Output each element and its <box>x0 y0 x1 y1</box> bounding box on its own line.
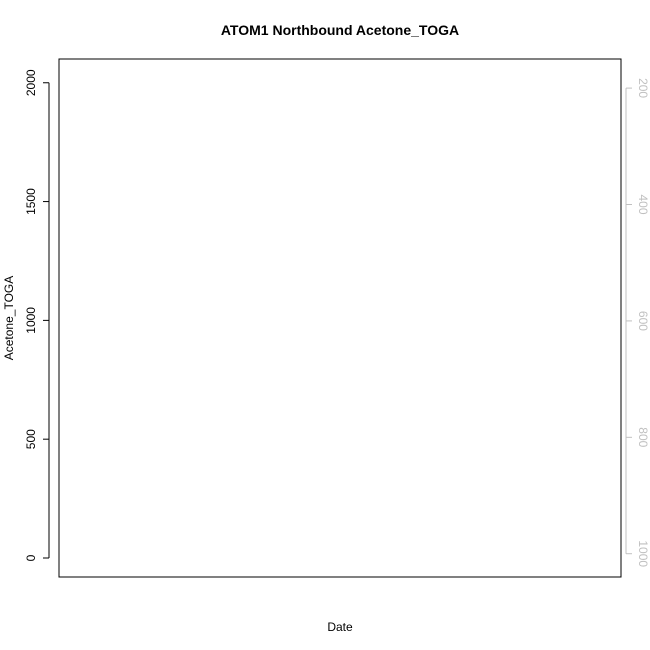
axes: 0500100015002000Aug 13Aug 15Aug 17Aug 19… <box>24 69 650 567</box>
chart-title: ATOM1 Northbound Acetone_TOGA <box>221 22 459 38</box>
right-tick-label: 200 <box>636 78 650 98</box>
right-tick-label: 400 <box>636 194 650 214</box>
right-tick-label: 800 <box>636 427 650 447</box>
y-tick-label: 0 <box>24 554 38 561</box>
y-tick-label: 500 <box>24 429 38 449</box>
x-axis-label: Date <box>327 620 353 634</box>
y-tick-label: 1500 <box>24 188 38 215</box>
y-axis-label: Acetone_TOGA <box>2 276 16 361</box>
y-tick-label: 2000 <box>24 69 38 96</box>
y-tick-label: 1000 <box>24 307 38 334</box>
right-tick-label: 600 <box>636 311 650 331</box>
right-tick-label: 1000 <box>636 540 650 567</box>
plot-frame <box>58 58 622 578</box>
